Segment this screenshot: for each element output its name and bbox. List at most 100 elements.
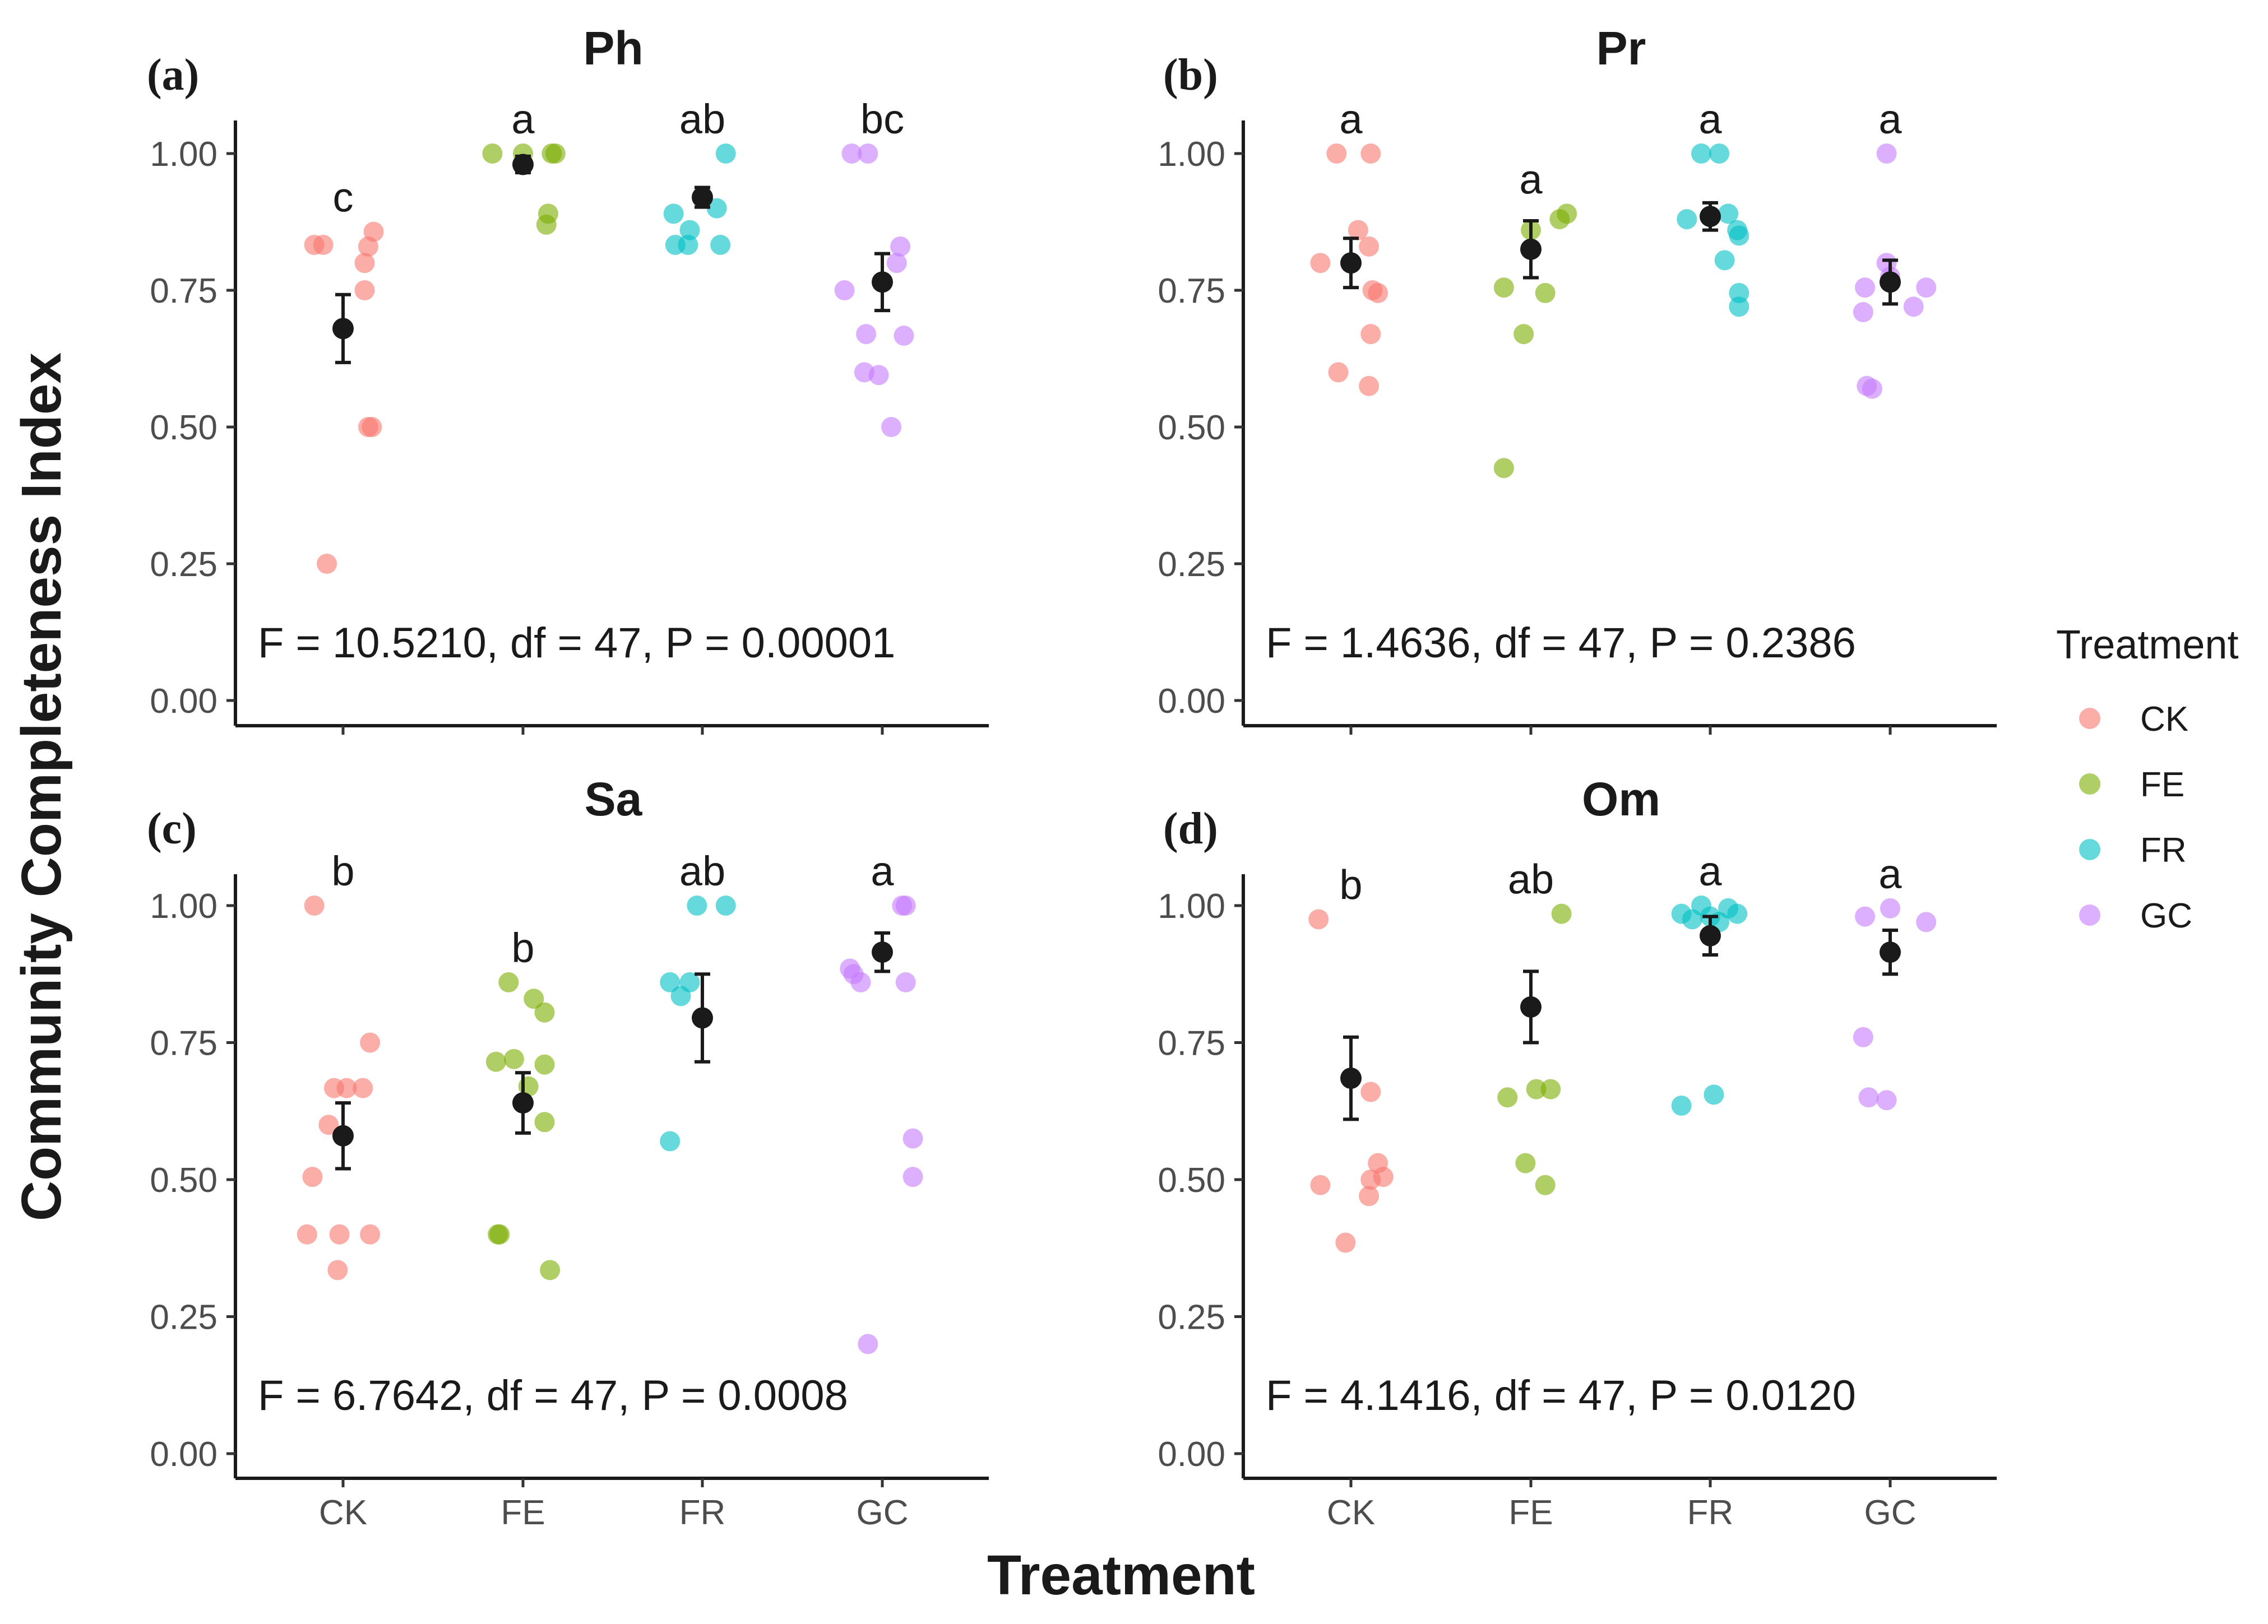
data-point-fe bbox=[534, 1112, 555, 1133]
data-point-fe bbox=[1557, 203, 1577, 224]
data-point-fe bbox=[1493, 277, 1514, 298]
significance-letter: a bbox=[871, 848, 894, 894]
data-point-fe bbox=[534, 1002, 555, 1023]
significance-letter: a bbox=[1698, 96, 1722, 142]
data-point-gc bbox=[902, 1167, 923, 1187]
data-point-ck bbox=[317, 554, 337, 574]
data-point-ck bbox=[1326, 143, 1347, 164]
x-tick-label: GC bbox=[857, 1493, 909, 1532]
y-tick-label: 0.00 bbox=[150, 682, 217, 721]
panel-title: Om bbox=[1582, 773, 1660, 825]
data-point-fr bbox=[660, 1131, 681, 1152]
data-point-ck bbox=[1335, 1232, 1356, 1253]
panel-title: Sa bbox=[585, 773, 643, 825]
data-point-fe bbox=[1540, 1079, 1561, 1099]
x-tick-label: FE bbox=[1508, 1493, 1553, 1532]
data-point-fe bbox=[485, 1051, 506, 1072]
y-tick-label: 0.25 bbox=[150, 545, 217, 584]
data-point-ck bbox=[1348, 220, 1368, 240]
significance-letter: b bbox=[1339, 861, 1362, 908]
x-tick-label: FE bbox=[501, 1493, 545, 1532]
mean-point bbox=[332, 1125, 354, 1147]
data-point-gc bbox=[1858, 1087, 1879, 1108]
data-point-gc bbox=[1876, 143, 1897, 164]
y-tick-label: 0.00 bbox=[1158, 1435, 1225, 1474]
data-point-ck bbox=[318, 1115, 339, 1135]
panel-label: (c) bbox=[147, 804, 197, 853]
data-point-ck bbox=[1308, 909, 1329, 930]
mean-point bbox=[1520, 238, 1542, 260]
data-point-ck bbox=[353, 1078, 373, 1098]
y-tick-label: 0.00 bbox=[1158, 682, 1225, 721]
data-point-ck bbox=[1368, 282, 1388, 303]
x-tick-label: CK bbox=[1327, 1493, 1375, 1532]
mean-point bbox=[692, 187, 713, 208]
legend-item-fr: FR bbox=[2079, 831, 2187, 870]
y-axis-title: Community Completeness Index bbox=[10, 352, 73, 1221]
data-point-fe bbox=[1535, 282, 1556, 303]
data-point-ck bbox=[360, 1224, 381, 1245]
data-point-ck bbox=[302, 1167, 323, 1187]
stat-annotation: F = 4.1416, df = 47, P = 0.0120 bbox=[1266, 1372, 1856, 1419]
x-tick-label: FR bbox=[679, 1493, 726, 1532]
significance-letter: a bbox=[511, 96, 535, 142]
mean-point bbox=[1880, 271, 1901, 293]
data-point-fe bbox=[1493, 458, 1514, 479]
data-point-fr bbox=[1677, 209, 1697, 230]
significance-letter: c bbox=[333, 174, 354, 221]
data-point-fr bbox=[678, 234, 698, 255]
data-point-gc bbox=[886, 253, 907, 273]
data-point-fe bbox=[498, 972, 519, 992]
data-point-ck bbox=[304, 895, 325, 916]
panel-pr: 0.00 0.25 0.50 0.75 1.00 Pr (b) a a a a F = 1.4636,… bbox=[1158, 22, 1997, 735]
data-point-fe bbox=[534, 1054, 555, 1075]
data-point-fe bbox=[1497, 1087, 1518, 1108]
significance-letter: a bbox=[1698, 848, 1722, 894]
data-point-fr bbox=[1727, 903, 1748, 924]
data-point-ck bbox=[1359, 236, 1380, 257]
x-axis-title: Treatment bbox=[987, 1544, 1255, 1607]
data-point-fr bbox=[660, 972, 681, 992]
data-point-gc bbox=[902, 1128, 923, 1149]
data-point-fe bbox=[1551, 903, 1572, 924]
data-point-fe bbox=[1535, 1175, 1556, 1195]
y-tick-label: 0.00 bbox=[150, 1435, 217, 1474]
y-tick-label: 0.50 bbox=[1158, 1161, 1225, 1200]
y-tick-label: 0.25 bbox=[150, 1298, 217, 1337]
legend-swatch bbox=[2079, 708, 2100, 729]
data-point-gc bbox=[1853, 302, 1873, 323]
data-point-ck bbox=[358, 236, 378, 257]
y-tick-label: 0.75 bbox=[150, 272, 217, 310]
mean-point bbox=[1340, 252, 1362, 274]
data-point-ck bbox=[1360, 1082, 1381, 1102]
data-point-fr bbox=[679, 220, 700, 240]
y-tick-label: 1.00 bbox=[150, 135, 217, 174]
data-point-fr bbox=[715, 143, 736, 164]
legend-label: FE bbox=[2140, 765, 2184, 804]
data-point-fe bbox=[545, 143, 566, 164]
stat-annotation: F = 1.4636, df = 47, P = 0.2386 bbox=[1266, 619, 1856, 667]
data-point-gc bbox=[841, 143, 862, 164]
significance-letter: b bbox=[331, 848, 354, 894]
data-point-fe bbox=[1513, 324, 1534, 345]
panel-label: (d) bbox=[1163, 804, 1218, 853]
y-tick-label: 1.00 bbox=[1158, 887, 1225, 926]
data-point-fe bbox=[538, 203, 558, 224]
mean-point bbox=[1880, 941, 1901, 963]
data-point-gc bbox=[1855, 277, 1876, 298]
data-point-ck bbox=[336, 1078, 357, 1098]
data-point-gc bbox=[1876, 1090, 1897, 1111]
panel-ph: 0.00 0.25 0.50 0.75 1.00 Ph (a) c a ab bc F = 10.52… bbox=[147, 22, 989, 735]
data-point-fr bbox=[1682, 909, 1702, 930]
mean-point bbox=[1700, 925, 1721, 946]
significance-letter: a bbox=[1339, 96, 1363, 142]
data-point-ck bbox=[1328, 362, 1349, 383]
significance-letter: bc bbox=[860, 96, 904, 142]
stat-annotation: F = 10.5210, df = 47, P = 0.00001 bbox=[258, 619, 895, 667]
data-point-ck bbox=[1360, 143, 1381, 164]
legend-label: CK bbox=[2140, 700, 2188, 739]
panel-title: Pr bbox=[1596, 22, 1646, 75]
data-point-gc bbox=[1862, 378, 1882, 399]
